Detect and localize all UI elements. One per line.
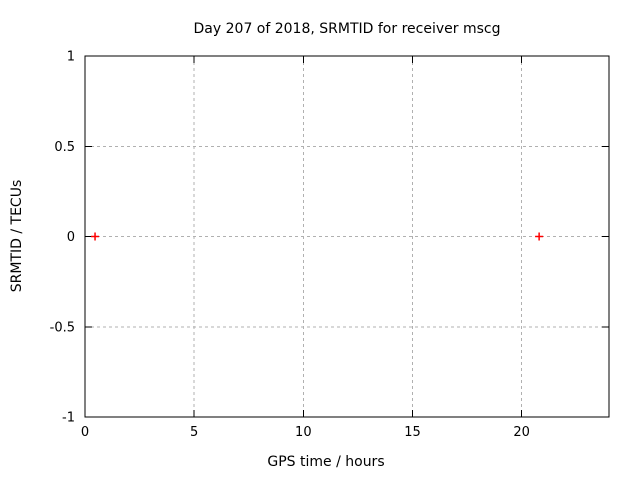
y-tick-label: 1 — [67, 50, 75, 65]
data-series — [91, 232, 544, 241]
y-tick-label: 0.5 — [54, 140, 75, 155]
data-point-marker — [535, 232, 544, 241]
tick-labels: 0 5 10 15 20 -1 -0.5 0 0.5 1 — [50, 50, 530, 441]
x-tick-label: 20 — [513, 425, 530, 440]
x-tick-label: 15 — [404, 425, 421, 440]
plot-border — [84, 55, 610, 418]
x-tick-label: 10 — [295, 425, 312, 440]
data-point-marker — [91, 232, 100, 241]
x-axis-label: GPS time / hours — [267, 454, 385, 470]
y-tick-label: 0 — [67, 230, 75, 245]
y-tick-label: -0.5 — [50, 320, 75, 335]
y-tick-label: -1 — [62, 411, 75, 426]
grid-lines — [85, 56, 609, 417]
x-tick-label: 0 — [81, 425, 89, 440]
x-tick-label: 5 — [190, 425, 198, 440]
chart-title: Day 207 of 2018, SRMTID for receiver msc… — [193, 21, 501, 37]
